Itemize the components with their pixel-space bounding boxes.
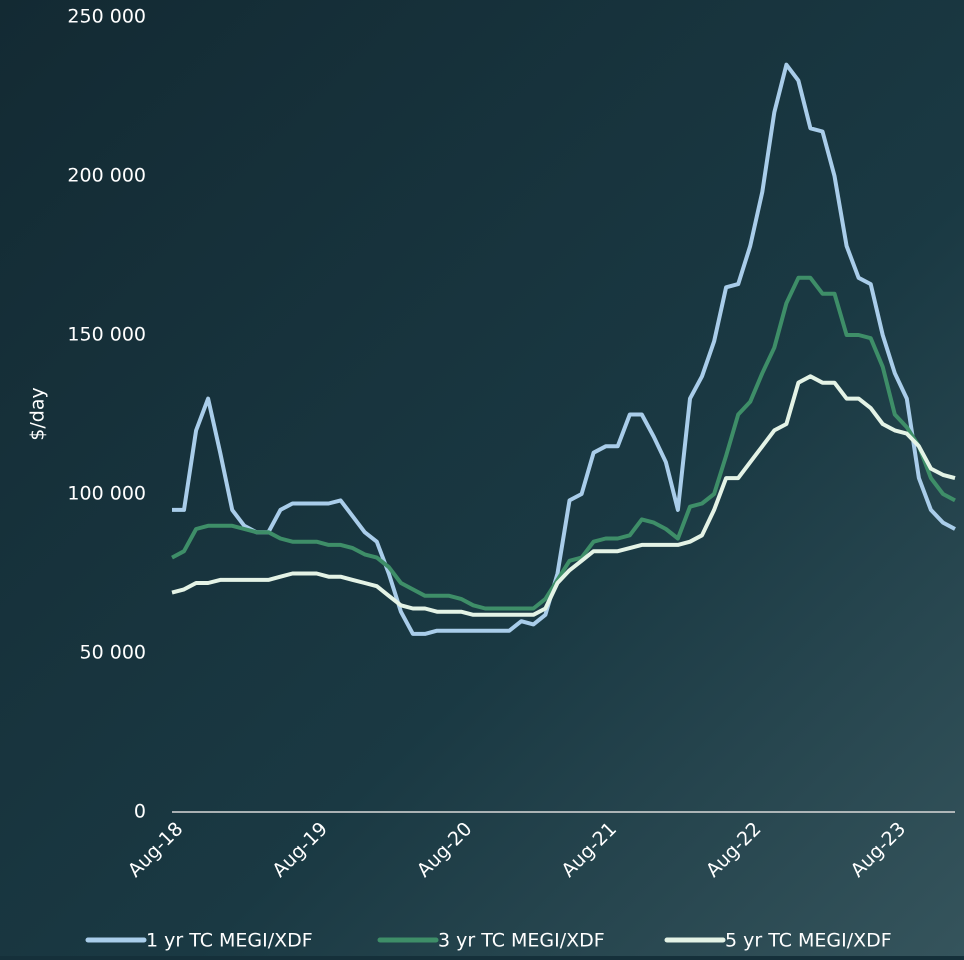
y-axis-label: $/day [27,387,49,440]
y-tick-label: 150 000 [67,324,146,346]
legend-label: 5 yr TC MEGI/XDF [725,930,892,952]
series-line [171,374,956,617]
legend-label: 1 yr TC MEGI/XDF [146,930,313,952]
y-tick-label: 50 000 [80,642,146,664]
y-tick-label: 200 000 [67,165,146,187]
y-tick-label: 250 000 [67,6,146,28]
series-line [171,275,956,611]
series-line [172,62,956,636]
legend-label: 3 yr TC MEGI/XDF [438,930,605,952]
y-tick-label: 0 [134,801,146,823]
y-tick-label: 100 000 [67,483,146,505]
